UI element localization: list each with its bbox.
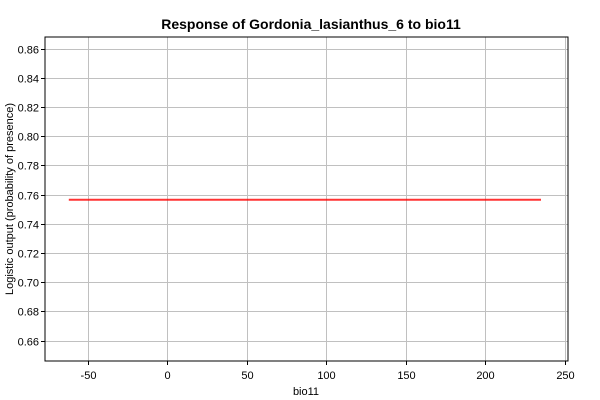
y-tick-label: 0.86 bbox=[18, 45, 39, 57]
y-tick-label: 0.78 bbox=[18, 161, 39, 173]
y-axis-label: Logistic output (probability of presence… bbox=[4, 103, 16, 295]
grid-lines bbox=[45, 37, 568, 361]
x-tick-label: 0 bbox=[164, 370, 170, 382]
y-tick-label: 0.68 bbox=[18, 307, 39, 319]
y-tick-label: 0.74 bbox=[18, 220, 39, 232]
plot-frame bbox=[44, 36, 569, 362]
x-tick-label: 50 bbox=[241, 370, 253, 382]
y-tick-label: 0.72 bbox=[18, 249, 39, 261]
x-tick-label: 200 bbox=[476, 370, 494, 382]
y-tick-label: 0.82 bbox=[18, 103, 39, 115]
axis-ticks: -50 0 50 100 150 200 250 0.66 0.68 0.70 0.72 0.74 0.… bbox=[18, 45, 575, 383]
y-tick-label: 0.76 bbox=[18, 191, 39, 203]
y-tick-label: 0.80 bbox=[18, 132, 39, 144]
y-tick-label: 0.70 bbox=[18, 278, 39, 290]
y-tick-label: 0.84 bbox=[18, 74, 39, 86]
x-axis-label: bio11 bbox=[293, 386, 319, 398]
x-tick-label: 250 bbox=[556, 370, 574, 382]
x-tick-label: 100 bbox=[317, 370, 335, 382]
y-tick-label: 0.66 bbox=[18, 337, 39, 349]
x-tick-label: -50 bbox=[81, 370, 97, 382]
x-tick-label: 150 bbox=[397, 370, 415, 382]
chart-title: Response of Gordonia_lasianthus_6 to bio… bbox=[161, 16, 461, 32]
